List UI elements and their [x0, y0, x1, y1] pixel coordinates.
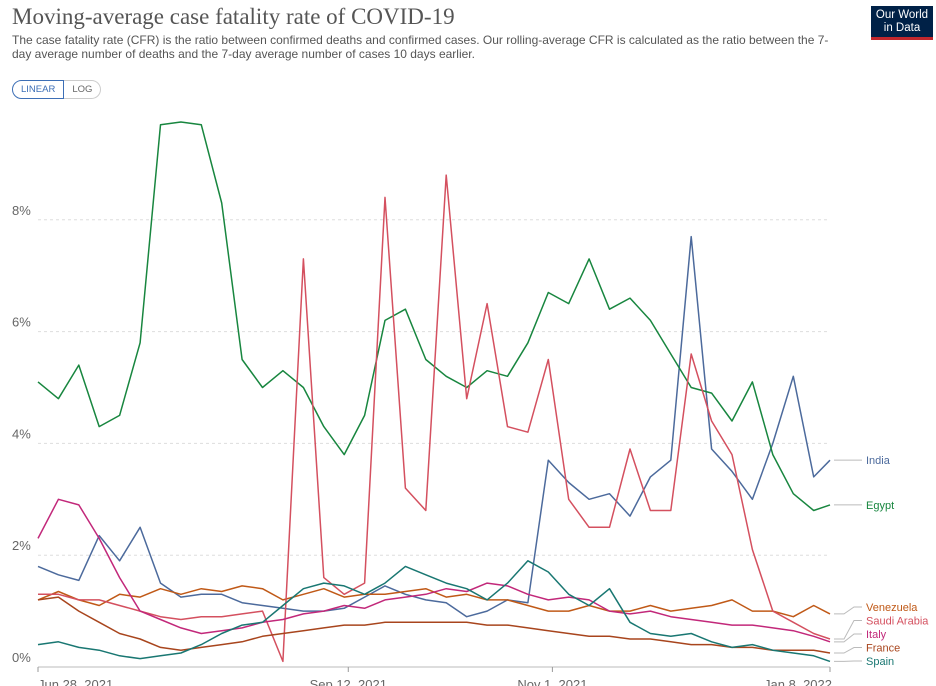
log-scale-button[interactable]: LOG — [64, 80, 102, 99]
linear-scale-button[interactable]: LINEAR — [12, 80, 65, 99]
chart-subtitle: The case fatality rate (CFR) is the rati… — [12, 33, 829, 61]
series-line-egypt[interactable] — [37, 121, 831, 512]
x-tick-label: Jan 8, 2022 — [764, 677, 832, 686]
label-connector-saudi-arabia — [834, 620, 862, 640]
y-tick-label: 8% — [12, 203, 31, 218]
owid-logo[interactable]: Our World in Data — [871, 6, 933, 40]
series-label-egypt[interactable]: Egypt — [866, 500, 894, 512]
series-label-venezuela[interactable]: Venezuela — [866, 602, 918, 614]
scale-toggle: LINEAR LOG — [12, 80, 102, 99]
series-label-saudi-arabia[interactable]: Saudi Arabia — [866, 616, 929, 628]
series-line-spain[interactable] — [37, 560, 831, 663]
series-label-india[interactable]: India — [866, 455, 891, 467]
chart-title: Moving-average case fatality rate of COV… — [12, 4, 455, 29]
x-tick-label: Nov 1, 2021 — [517, 677, 587, 686]
y-tick-label: 2% — [12, 538, 31, 553]
series-label-italy[interactable]: Italy — [866, 629, 887, 641]
label-connector-venezuela — [834, 606, 862, 615]
series-label-france[interactable]: France — [866, 643, 900, 655]
y-tick-label: 6% — [12, 315, 31, 330]
y-tick-label: 0% — [12, 650, 31, 665]
series-label-spain[interactable]: Spain — [866, 656, 894, 668]
series-line-venezuela[interactable] — [37, 585, 831, 618]
y-tick-label: 4% — [12, 426, 31, 441]
label-connector-france — [834, 647, 862, 654]
x-tick-label: Jun 28, 2021 — [38, 677, 113, 686]
x-tick-label: Sep 12, 2021 — [310, 677, 387, 686]
series-line-italy[interactable] — [37, 498, 831, 643]
series-line-india[interactable] — [37, 235, 831, 618]
series-line-saudi-arabia[interactable] — [38, 174, 831, 663]
logo-line-1: Our World — [875, 9, 929, 21]
series-line-france[interactable] — [37, 596, 831, 654]
label-connector-italy — [834, 633, 862, 643]
logo-line-2: in Data — [883, 22, 921, 34]
